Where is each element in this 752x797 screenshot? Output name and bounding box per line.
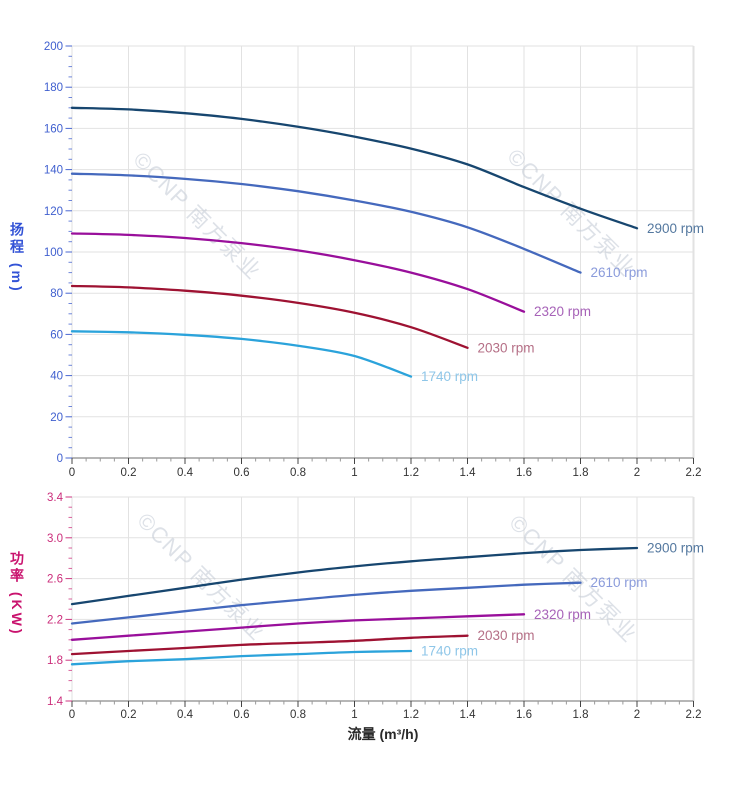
head-curves-y-tick-labels: 0 20 40 60 80 100 120 140 160 180 200 bbox=[44, 41, 63, 465]
x-tick-label: 1.2 bbox=[403, 709, 419, 721]
y-tick-label: 100 bbox=[44, 247, 63, 259]
y-tick-label: 1.8 bbox=[47, 655, 63, 667]
series-curve-2900-rpm bbox=[70, 546, 639, 606]
series-end-label-2900-rpm: 2900 rpm bbox=[647, 541, 704, 556]
x-tick-label: 1.4 bbox=[460, 467, 477, 479]
x-tick-label: 0 bbox=[69, 467, 75, 479]
x-tick-label: 0.2 bbox=[121, 709, 137, 721]
x-tick-label: 2 bbox=[634, 467, 640, 479]
x-tick-label: 1.8 bbox=[573, 709, 589, 721]
watermark: ©CNP 南方泵业 bbox=[128, 147, 266, 285]
flow-x-axis-title: 流量 (m³/h) bbox=[347, 726, 419, 742]
series-curve-2320-rpm bbox=[70, 613, 526, 641]
x-tick-label: 2 bbox=[634, 709, 640, 721]
x-tick-label: 1 bbox=[351, 709, 357, 721]
series-end-label-2320-rpm: 2320 rpm bbox=[534, 607, 591, 622]
series-curve-2610-rpm bbox=[70, 172, 582, 274]
head-y-axis-title: 扬程 (m) bbox=[9, 222, 25, 294]
x-tick-label: 0.6 bbox=[234, 467, 250, 479]
x-tick-label: 0.6 bbox=[234, 709, 250, 721]
series-end-label-2610-rpm: 2610 rpm bbox=[591, 265, 648, 280]
y-tick-label: 3.4 bbox=[47, 492, 64, 504]
x-tick-label: 1 bbox=[351, 467, 357, 479]
x-tick-label: 0.4 bbox=[177, 709, 194, 721]
series-end-label-1740-rpm: 1740 rpm bbox=[421, 369, 478, 384]
y-tick-label: 1.4 bbox=[47, 696, 64, 708]
y-tick-label: 140 bbox=[44, 165, 63, 177]
series-curve-2320-rpm bbox=[70, 232, 526, 313]
x-tick-label: 0.4 bbox=[177, 467, 194, 479]
series-curve-2610-rpm bbox=[70, 581, 582, 625]
y-tick-label: 2.6 bbox=[47, 574, 63, 586]
watermark-layer: ©CNP 南方泵业 ©CNP 南方泵业©CNP 南方泵业 ©CNP 南方泵业 bbox=[128, 144, 642, 648]
y-tick-label: 2.2 bbox=[47, 614, 63, 626]
y-tick-label: 80 bbox=[50, 288, 63, 300]
y-tick-label: 20 bbox=[50, 412, 63, 424]
series-curve-2030-rpm bbox=[70, 284, 469, 349]
y-tick-label: 60 bbox=[50, 329, 63, 341]
power-curves-x-tick-labels: 0 0.2 0.4 0.6 0.8 1 1.2 1.4 1.6 1.8 2 2.2 bbox=[69, 709, 702, 721]
watermark: ©CNP 南方泵业 bbox=[132, 508, 270, 646]
x-tick-label: 0.2 bbox=[121, 467, 137, 479]
x-tick-label: 0.8 bbox=[290, 467, 306, 479]
y-tick-label: 120 bbox=[44, 206, 63, 218]
power-y-axis-title: 功率 (KW) bbox=[9, 551, 25, 637]
series-end-label-1740-rpm: 1740 rpm bbox=[421, 644, 478, 659]
x-tick-label: 1.8 bbox=[573, 467, 589, 479]
series-end-label-2610-rpm: 2610 rpm bbox=[591, 575, 648, 590]
y-tick-label: 180 bbox=[44, 82, 63, 94]
series-curve-2030-rpm bbox=[70, 634, 469, 656]
x-tick-label: 0.8 bbox=[290, 709, 306, 721]
head-curves-chart: 0 0.2 0.4 0.6 0.8 1 1.2 1.4 1.6 1.8 2 2.2 0 20 40 60 80 1… bbox=[44, 41, 702, 479]
power-curves-chart: 0 0.2 0.4 0.6 0.8 1 1.2 1.4 1.6 1.8 2 2.2 1.4 1.8 2.2 2… bbox=[47, 492, 702, 721]
y-tick-label: 200 bbox=[44, 41, 63, 53]
series-curve-2900-rpm bbox=[70, 106, 639, 230]
series-end-label-2320-rpm: 2320 rpm bbox=[534, 304, 591, 319]
watermark: ©CNP 南方泵业 bbox=[502, 144, 640, 282]
y-tick-label: 3.0 bbox=[47, 533, 63, 545]
x-tick-label: 1.6 bbox=[516, 709, 532, 721]
power-curves-y-ticks bbox=[65, 496, 72, 702]
x-tick-label: 2.2 bbox=[686, 709, 702, 721]
y-tick-label: 40 bbox=[50, 371, 63, 383]
head-curves-y-ticks bbox=[65, 45, 72, 459]
series-end-label-2900-rpm: 2900 rpm bbox=[647, 221, 704, 236]
x-tick-label: 2.2 bbox=[686, 467, 702, 479]
series-curve-1740-rpm bbox=[70, 330, 413, 378]
y-tick-label: 160 bbox=[44, 123, 63, 135]
series-end-label-2030-rpm: 2030 rpm bbox=[478, 628, 535, 643]
head-curves-x-ticks bbox=[71, 458, 694, 464]
series-curve-1740-rpm bbox=[70, 649, 413, 666]
y-tick-label: 0 bbox=[57, 453, 63, 465]
series-end-label-2030-rpm: 2030 rpm bbox=[478, 340, 535, 355]
x-tick-label: 1.4 bbox=[460, 709, 477, 721]
power-curves-x-ticks bbox=[71, 701, 694, 707]
x-tick-label: 0 bbox=[69, 709, 75, 721]
x-tick-label: 1.6 bbox=[516, 467, 532, 479]
power-curves-y-tick-labels: 1.4 1.8 2.2 2.6 3.0 3.4 bbox=[47, 492, 64, 708]
head-curves-x-tick-labels: 0 0.2 0.4 0.6 0.8 1 1.2 1.4 1.6 1.8 2 2.2 bbox=[69, 467, 702, 479]
x-tick-label: 1.2 bbox=[403, 467, 419, 479]
